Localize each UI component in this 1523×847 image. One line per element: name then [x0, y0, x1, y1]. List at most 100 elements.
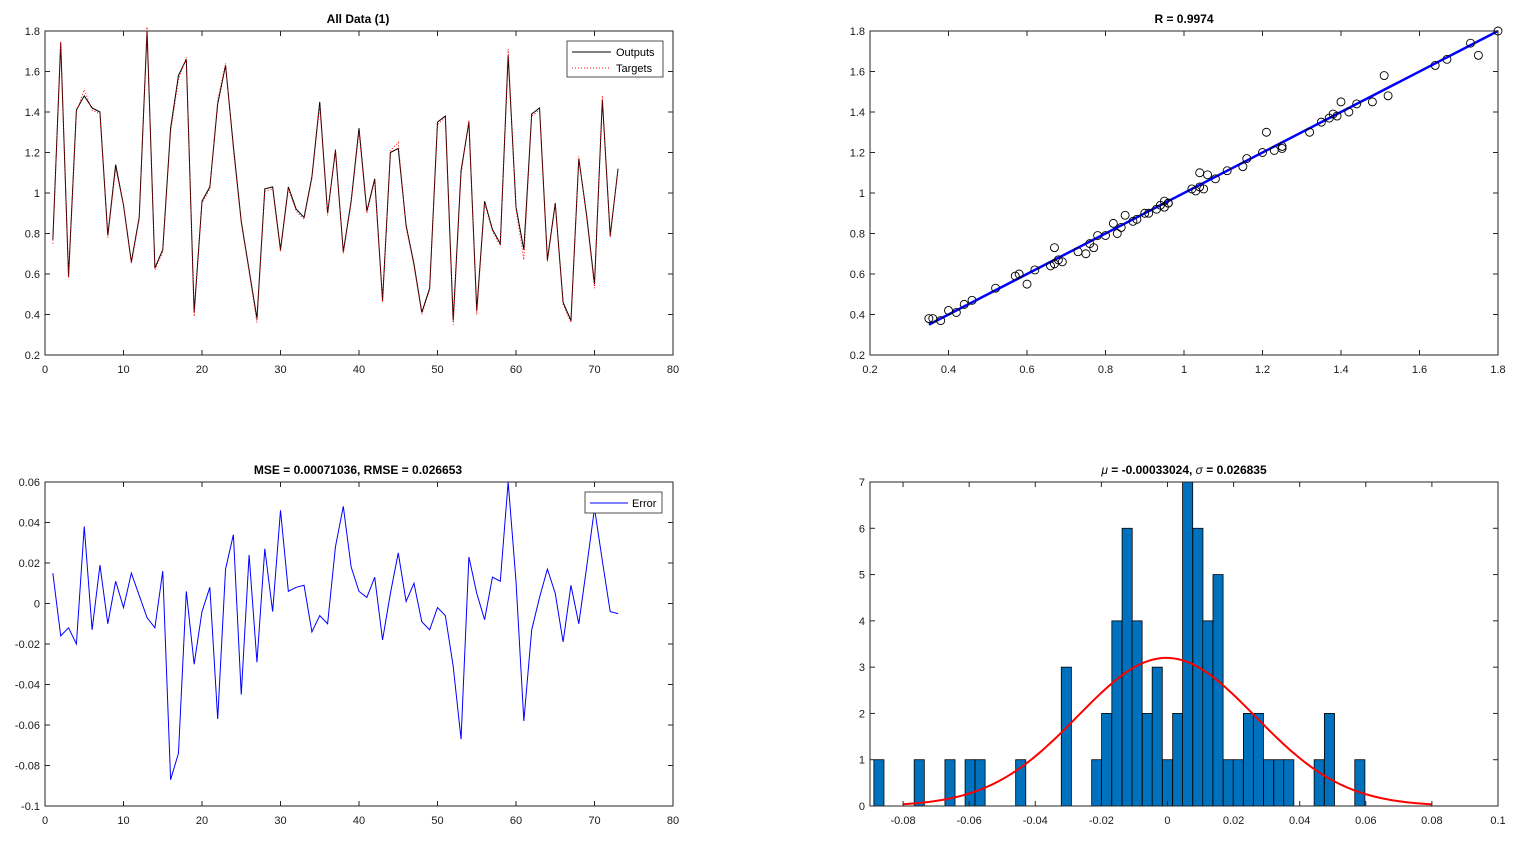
y-tick-label: 0.8 — [25, 229, 40, 241]
fit-line — [928, 29, 1499, 326]
scatter-point — [1199, 184, 1209, 194]
scatter-point — [1336, 97, 1346, 107]
x-tick-label: 70 — [588, 815, 600, 827]
x-tick-label: -0.02 — [1089, 815, 1114, 827]
scatter-point — [1332, 111, 1342, 121]
scatter-point — [1081, 249, 1091, 259]
y-tick-label: 0.04 — [19, 518, 40, 530]
scatter-point — [1120, 210, 1130, 220]
y-tick-label: 1 — [859, 755, 865, 767]
scatter-point — [1022, 279, 1032, 289]
scatter-point — [1383, 91, 1393, 101]
histogram-bar — [1354, 759, 1366, 807]
y-tick-label: 1 — [859, 188, 865, 200]
scatter-point — [1305, 127, 1315, 137]
plot3-axes-box — [44, 481, 674, 807]
y-tick-label: -0.1 — [21, 801, 40, 813]
scatter-point — [951, 308, 961, 317]
scatter-point — [1101, 231, 1110, 240]
scatter-point — [1367, 97, 1377, 107]
scatter-point — [1222, 166, 1232, 176]
plot3-legend: Error — [584, 491, 663, 514]
x-tick-label: 40 — [353, 364, 365, 376]
y-tick-label: -0.06 — [15, 720, 40, 732]
histogram-bar — [1101, 713, 1113, 807]
scatter-point — [1210, 174, 1220, 184]
histogram-bar — [1172, 713, 1184, 807]
series-error-line — [52, 481, 619, 780]
scatter-point — [1473, 50, 1483, 60]
x-tick-label: 0.4 — [941, 364, 956, 376]
histogram-bar — [1232, 759, 1244, 807]
histogram-bar — [1111, 620, 1123, 807]
scatter-point — [1132, 214, 1142, 224]
scatter-point — [1261, 127, 1271, 137]
y-tick-label: 1.2 — [25, 148, 40, 160]
histogram-bar — [1141, 713, 1153, 807]
histogram-bar — [1182, 481, 1194, 807]
plot1-axes-box — [44, 30, 674, 356]
x-tick-label: 0 — [42, 815, 48, 827]
histogram-bar — [873, 759, 885, 807]
y-tick-label: 0 — [34, 599, 40, 611]
scatter-point — [936, 316, 946, 326]
y-tick-label: 0 — [859, 801, 865, 813]
outputs-targets-plot: All Data (1) 0 10 20 30 40 50 60 70 80 0.2 0.4 0.6 0… — [25, 12, 679, 376]
histogram-bar — [1060, 666, 1072, 807]
x-tick-label: 30 — [274, 815, 286, 827]
scatter-point — [1203, 170, 1213, 180]
scatter-point — [1030, 265, 1040, 275]
y-tick-label: 0.4 — [850, 310, 865, 322]
x-tick-label: 20 — [196, 364, 208, 376]
histogram-bar — [1313, 759, 1325, 807]
plot4-title-mu-value: = -0.00033024, — [1108, 463, 1196, 477]
y-tick-label: 1.6 — [850, 67, 865, 79]
x-tick-label: -0.08 — [891, 815, 916, 827]
series-outputs-line — [52, 30, 619, 321]
y-tick-label: 0.06 — [19, 477, 40, 489]
histogram-bar — [1162, 759, 1173, 807]
scatter-point — [1108, 218, 1118, 228]
scatter-point — [991, 283, 1001, 293]
scatter-point — [959, 299, 969, 309]
x-tick-label: 0.6 — [1019, 364, 1034, 376]
error-plot: MSE = 0.00071036, RMSE = 0.026653 0 10 20 3… — [15, 463, 679, 827]
scatter-point — [1144, 208, 1154, 218]
plot1-title: All Data (1) — [327, 12, 390, 26]
scatter-point — [1140, 208, 1150, 218]
histogram-bar — [1222, 759, 1234, 807]
y-tick-label: 0.02 — [19, 558, 40, 570]
legend-error-label: Error — [632, 498, 657, 510]
scatter-point — [1163, 198, 1173, 208]
scatter-point — [1116, 222, 1126, 232]
histogram-bar — [1151, 666, 1163, 807]
scatter-point — [1344, 107, 1354, 117]
histogram-bar — [1121, 527, 1133, 807]
scatter-point — [967, 295, 977, 305]
error-histogram: μ = -0.00033024, σ = 0.026835 -0.08 -0.06… — [859, 463, 1506, 827]
scatter-point — [1277, 143, 1287, 153]
x-tick-label: -0.04 — [1023, 815, 1048, 827]
histogram-bar — [1252, 713, 1264, 807]
scatter-point — [1014, 269, 1024, 279]
y-tick-label: 3 — [859, 662, 865, 674]
x-tick-label: 60 — [510, 815, 522, 827]
histogram-bar — [1091, 759, 1103, 807]
x-tick-label: 0.8 — [1098, 364, 1113, 376]
scatter-point — [1089, 243, 1099, 253]
scatter-point — [1379, 71, 1389, 81]
scatter-point — [1466, 38, 1475, 48]
scatter-point — [1352, 99, 1362, 109]
x-tick-label: 50 — [431, 364, 443, 376]
x-tick-label: 70 — [588, 364, 600, 376]
histogram-bar — [913, 759, 925, 807]
plot2-axes-box — [869, 30, 1499, 356]
plot4-title-sigma: σ — [1196, 463, 1204, 477]
x-tick-label: 80 — [667, 815, 679, 827]
x-tick-label: 80 — [667, 364, 679, 376]
x-tick-label: 10 — [117, 815, 129, 827]
scatter-point — [1057, 257, 1067, 267]
x-tick-label: 1.4 — [1333, 364, 1348, 376]
histogram-bar — [1212, 574, 1224, 807]
